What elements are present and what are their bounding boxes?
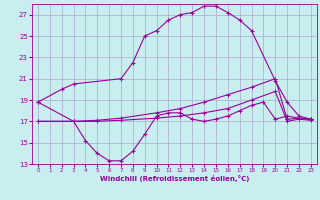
X-axis label: Windchill (Refroidissement éolien,°C): Windchill (Refroidissement éolien,°C) — [100, 175, 249, 182]
